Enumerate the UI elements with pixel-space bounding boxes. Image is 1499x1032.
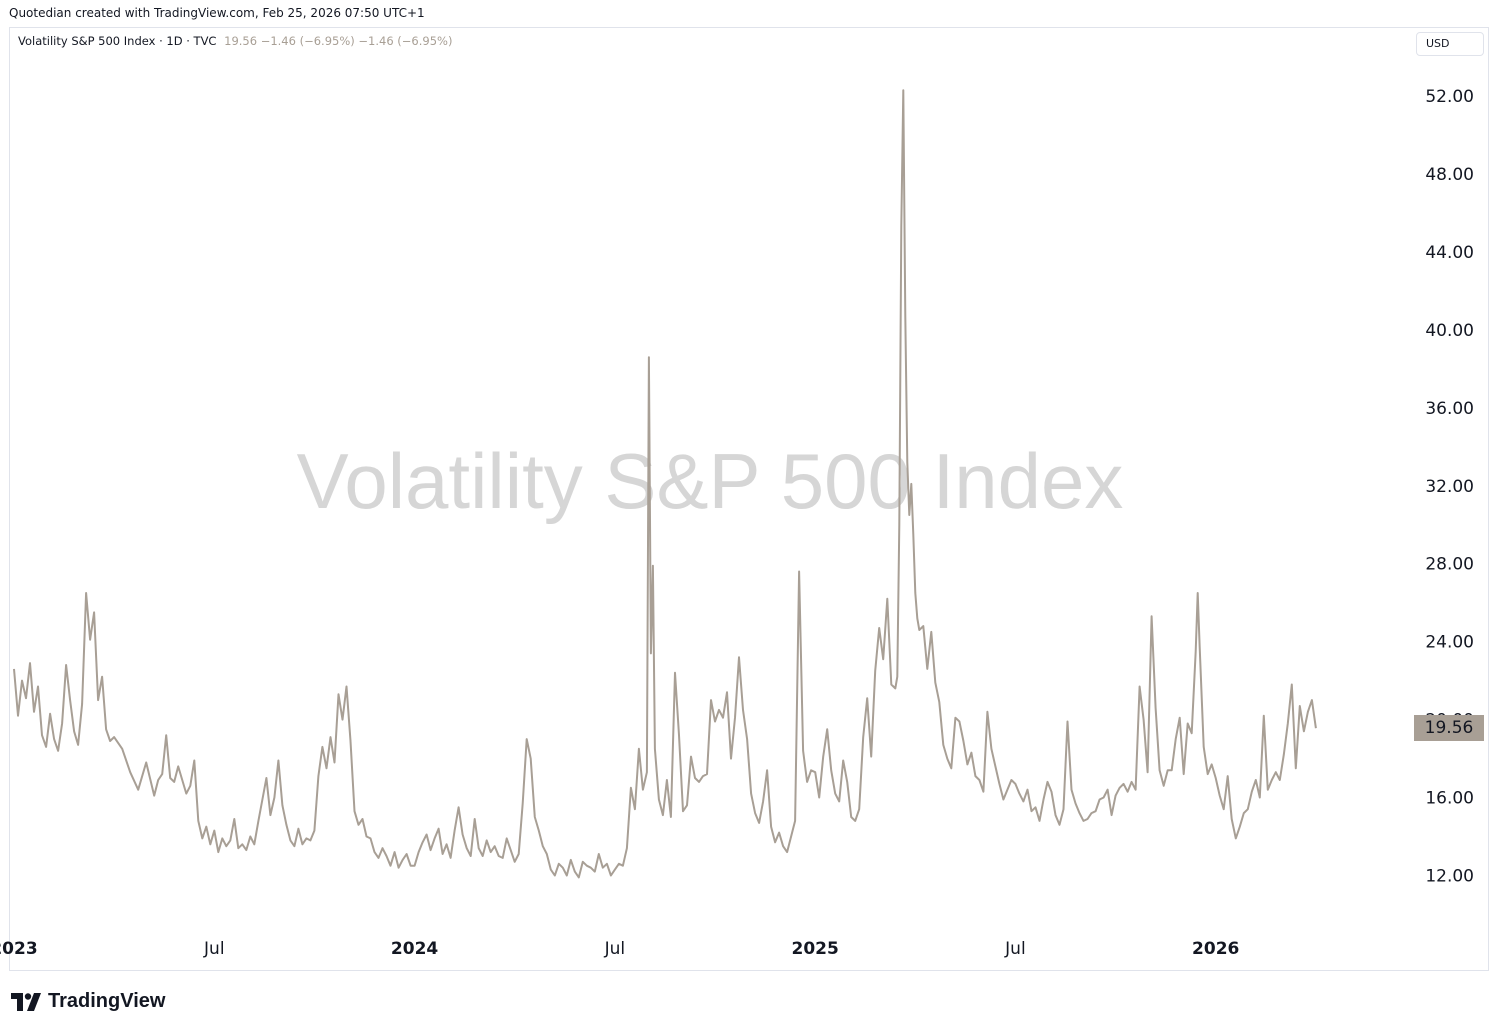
x-tick-label: Jul [604,939,626,959]
y-tick-label: 52.00 [1425,87,1474,107]
y-tick-label: 44.00 [1425,243,1474,263]
legend-symbol[interactable]: Volatility S&P 500 Index · 1D · TVC [18,34,217,48]
y-tick-label: 36.00 [1425,399,1474,419]
x-tick-label: 2026 [1192,939,1239,959]
chart-frame [9,27,1489,971]
series-layer [13,89,1317,879]
chart-credit: Quotedian created with TradingView.com, … [9,6,425,20]
y-tick-label: 28.00 [1425,555,1474,575]
last-price-label: 19.56 [1414,715,1484,742]
x-tick-label: Jul [203,939,225,959]
tradingview-brand[interactable]: TradingView [11,990,165,1013]
currency-button[interactable]: USD [1416,32,1484,56]
legend-values: 19.56 −1.46 (−6.95%) −1.46 (−6.95%) [224,34,453,48]
x-tick-label: 2025 [791,939,838,959]
y-tick-label: 24.00 [1425,633,1474,653]
chart-legend: Volatility S&P 500 Index · 1D · TVC 19.5… [18,34,452,48]
y-tick-label: 16.00 [1425,789,1474,809]
x-axis[interactable]: 2023 Jul 2024 Jul 2025 Jul 2026 [0,939,1239,959]
x-tick-label: 2024 [391,939,438,959]
y-tick-label: 12.00 [1425,866,1474,886]
tradingview-logo-icon [11,992,41,1011]
y-axis[interactable]: 12.0016.0020.0024.0028.0032.0036.0040.00… [1425,87,1474,886]
x-tick-label: Jul [1004,939,1026,959]
x-tick-label: 2023 [0,939,38,959]
y-tick-label: 40.00 [1425,321,1474,341]
y-tick-label: 48.00 [1425,165,1474,185]
tradingview-wordmark: TradingView [48,990,166,1012]
series-line-vix [13,89,1317,879]
y-tick-label: 32.00 [1425,477,1474,497]
